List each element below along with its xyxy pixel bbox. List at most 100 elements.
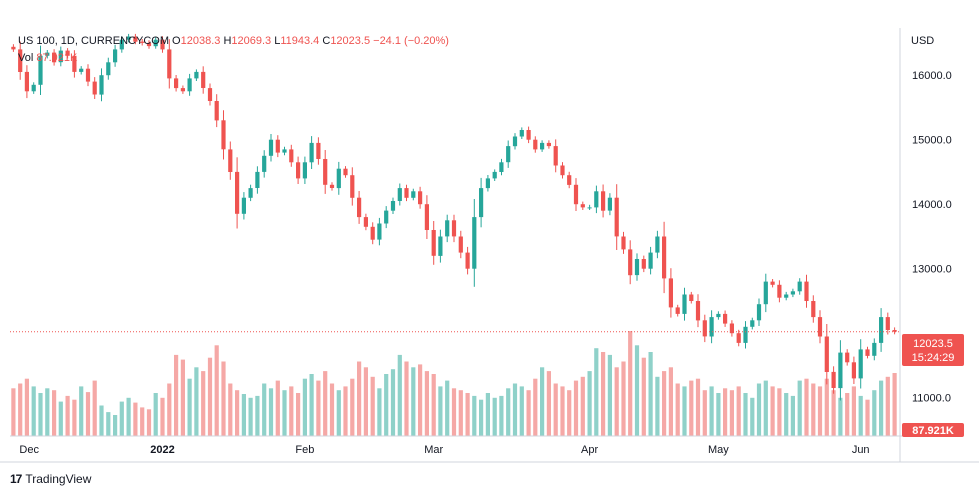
- volume-bar: [675, 383, 680, 436]
- volume-bar: [424, 371, 429, 436]
- candle-body: [309, 142, 314, 163]
- volume-bar: [133, 402, 138, 436]
- last-price-value: 12023.5: [913, 338, 953, 350]
- price-axis[interactable]: 16000.0 15000.0 14000.0 13000.0 11000.0: [912, 70, 952, 405]
- volume-bar: [113, 415, 118, 436]
- volume-bar: [628, 331, 633, 436]
- volume-bar: [357, 361, 362, 436]
- volume-bar: [45, 388, 50, 436]
- candle-body: [865, 349, 870, 356]
- volume-bar: [506, 388, 511, 436]
- candle-body: [228, 149, 233, 172]
- candle-body: [885, 317, 890, 330]
- volume-bar: [418, 364, 423, 436]
- candle-body: [302, 162, 307, 179]
- candle-body: [790, 291, 795, 295]
- candle-body: [607, 197, 612, 211]
- volume-bar: [140, 407, 145, 436]
- symbol-label[interactable]: US 100, 1D, CURRENCYCOM: [18, 35, 169, 47]
- candle-body: [689, 294, 694, 301]
- volume-bar: [709, 386, 714, 436]
- candle-body: [221, 120, 226, 150]
- candle-body: [119, 39, 124, 50]
- volume-bar: [336, 390, 341, 436]
- volume-bar: [858, 395, 863, 436]
- price-tick-label: 13000.0: [912, 264, 952, 276]
- time-tick-label: Apr: [581, 444, 598, 456]
- volume-bar: [85, 392, 91, 436]
- candle-body: [614, 197, 619, 237]
- volume-bar: [750, 397, 755, 436]
- volume-bar: [241, 394, 246, 436]
- candle-body: [146, 42, 152, 47]
- volume-bar: [777, 388, 782, 436]
- volume-bar: [431, 374, 436, 436]
- volume-bar: [207, 357, 213, 436]
- volume-bar: [573, 380, 579, 436]
- volume-bar: [153, 393, 158, 436]
- volume-bar: [174, 354, 179, 436]
- volume-label[interactable]: Vol: [18, 52, 34, 64]
- volume-bar: [634, 345, 640, 436]
- volume-bar: [282, 390, 287, 436]
- volume-bar: [31, 386, 36, 436]
- candle-body: [675, 307, 680, 314]
- tradingview-brand[interactable]: 17 TradingView: [10, 472, 91, 486]
- volume-bar: [194, 367, 199, 436]
- volume-bar: [248, 397, 253, 436]
- volume-bar: [99, 405, 104, 436]
- candle-body: [729, 323, 734, 334]
- volume-bar: [296, 393, 301, 436]
- candle-body: [879, 317, 884, 343]
- candle-body: [817, 317, 823, 337]
- last-price-badge: 12023.5 15:24:29: [902, 334, 964, 366]
- candle-body: [126, 36, 131, 40]
- volume-bar: [865, 399, 870, 436]
- low-label: L: [274, 35, 281, 47]
- candle-body: [458, 236, 463, 253]
- candle-body: [370, 226, 375, 240]
- candle-body: [384, 210, 389, 224]
- volume-bar: [390, 369, 396, 436]
- candle-body: [587, 207, 592, 209]
- volume-bars: [11, 331, 897, 436]
- candle-body: [235, 171, 240, 214]
- candle-body: [282, 149, 287, 153]
- candle-body: [723, 313, 728, 324]
- candle-body: [377, 223, 382, 240]
- candle-body: [329, 184, 335, 188]
- candle-body: [180, 88, 185, 92]
- candle-body: [512, 136, 518, 147]
- volume-bar: [363, 367, 368, 436]
- volume-bar: [323, 371, 328, 436]
- candle-body: [756, 304, 762, 321]
- volume-bar: [763, 380, 768, 436]
- candle-body: [201, 71, 206, 88]
- time-axis[interactable]: Dec 2022 Feb Mar Apr May Jun: [19, 444, 869, 456]
- volume-bar: [411, 367, 416, 436]
- volume-bar: [445, 380, 450, 436]
- volume-bar: [553, 383, 558, 436]
- volume-bar: [804, 378, 809, 436]
- price-tick-label: 11000.0: [912, 393, 951, 405]
- high-label: H: [223, 35, 232, 47]
- candle-body: [763, 281, 768, 305]
- volume-bar: [309, 374, 314, 436]
- volume-bar: [180, 359, 185, 436]
- candle-body: [106, 62, 111, 76]
- candle-body: [350, 175, 355, 198]
- candle-body: [58, 50, 63, 63]
- price-tick-label: 16000.0: [912, 70, 952, 82]
- candle-body: [546, 142, 551, 147]
- candle-body: [797, 281, 802, 292]
- volume-bar: [458, 390, 463, 436]
- volume-bar: [770, 386, 775, 436]
- volume-bar: [594, 348, 599, 436]
- open-value: 12038.3: [180, 35, 221, 47]
- volume-bar: [580, 376, 585, 436]
- candle-body: [560, 165, 565, 176]
- change-value: −24.1 (−0.20%): [373, 35, 449, 47]
- volume-bar: [587, 371, 592, 436]
